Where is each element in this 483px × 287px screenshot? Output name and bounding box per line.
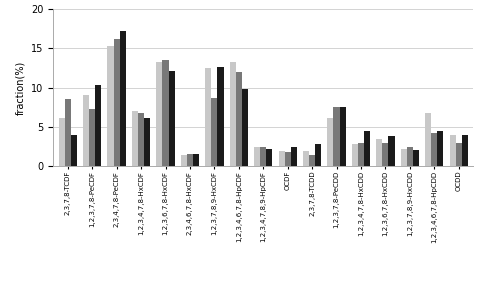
Bar <box>352 144 358 166</box>
Bar <box>132 111 138 166</box>
Bar <box>83 95 89 166</box>
Bar <box>58 118 65 166</box>
Bar <box>401 149 407 166</box>
Bar <box>138 113 144 166</box>
Bar <box>242 89 248 166</box>
Bar <box>450 135 455 166</box>
Bar <box>309 155 315 166</box>
Y-axis label: fraction(%): fraction(%) <box>15 60 26 115</box>
Bar <box>236 72 242 166</box>
Bar <box>291 147 297 166</box>
Bar <box>254 147 260 166</box>
Bar <box>65 99 71 166</box>
Bar <box>266 149 272 166</box>
Bar <box>333 107 340 166</box>
Bar <box>120 31 126 166</box>
Bar <box>205 68 212 166</box>
Bar <box>455 143 462 166</box>
Bar <box>71 135 77 166</box>
Bar <box>144 118 150 166</box>
Bar <box>212 98 217 166</box>
Bar <box>413 150 419 166</box>
Bar <box>340 107 346 166</box>
Bar <box>260 147 266 166</box>
Bar <box>114 38 120 166</box>
Bar <box>327 118 333 166</box>
Bar <box>358 143 364 166</box>
Bar <box>279 151 284 166</box>
Bar <box>284 152 291 166</box>
Bar <box>364 131 370 166</box>
Bar <box>193 154 199 166</box>
Bar <box>388 137 395 166</box>
Bar <box>89 109 95 166</box>
Bar <box>431 133 437 166</box>
Bar <box>156 62 162 166</box>
Bar <box>181 155 187 166</box>
Bar <box>108 46 114 166</box>
Bar <box>169 71 175 166</box>
Bar <box>187 154 193 166</box>
Bar <box>383 143 388 166</box>
Bar <box>303 151 309 166</box>
Bar <box>315 144 321 166</box>
Bar <box>425 113 431 166</box>
Bar <box>407 147 413 166</box>
Bar <box>229 62 236 166</box>
Bar <box>217 67 224 166</box>
Bar <box>162 60 169 166</box>
Bar <box>437 131 443 166</box>
Bar <box>376 139 383 166</box>
Bar <box>95 85 101 166</box>
Bar <box>462 135 468 166</box>
